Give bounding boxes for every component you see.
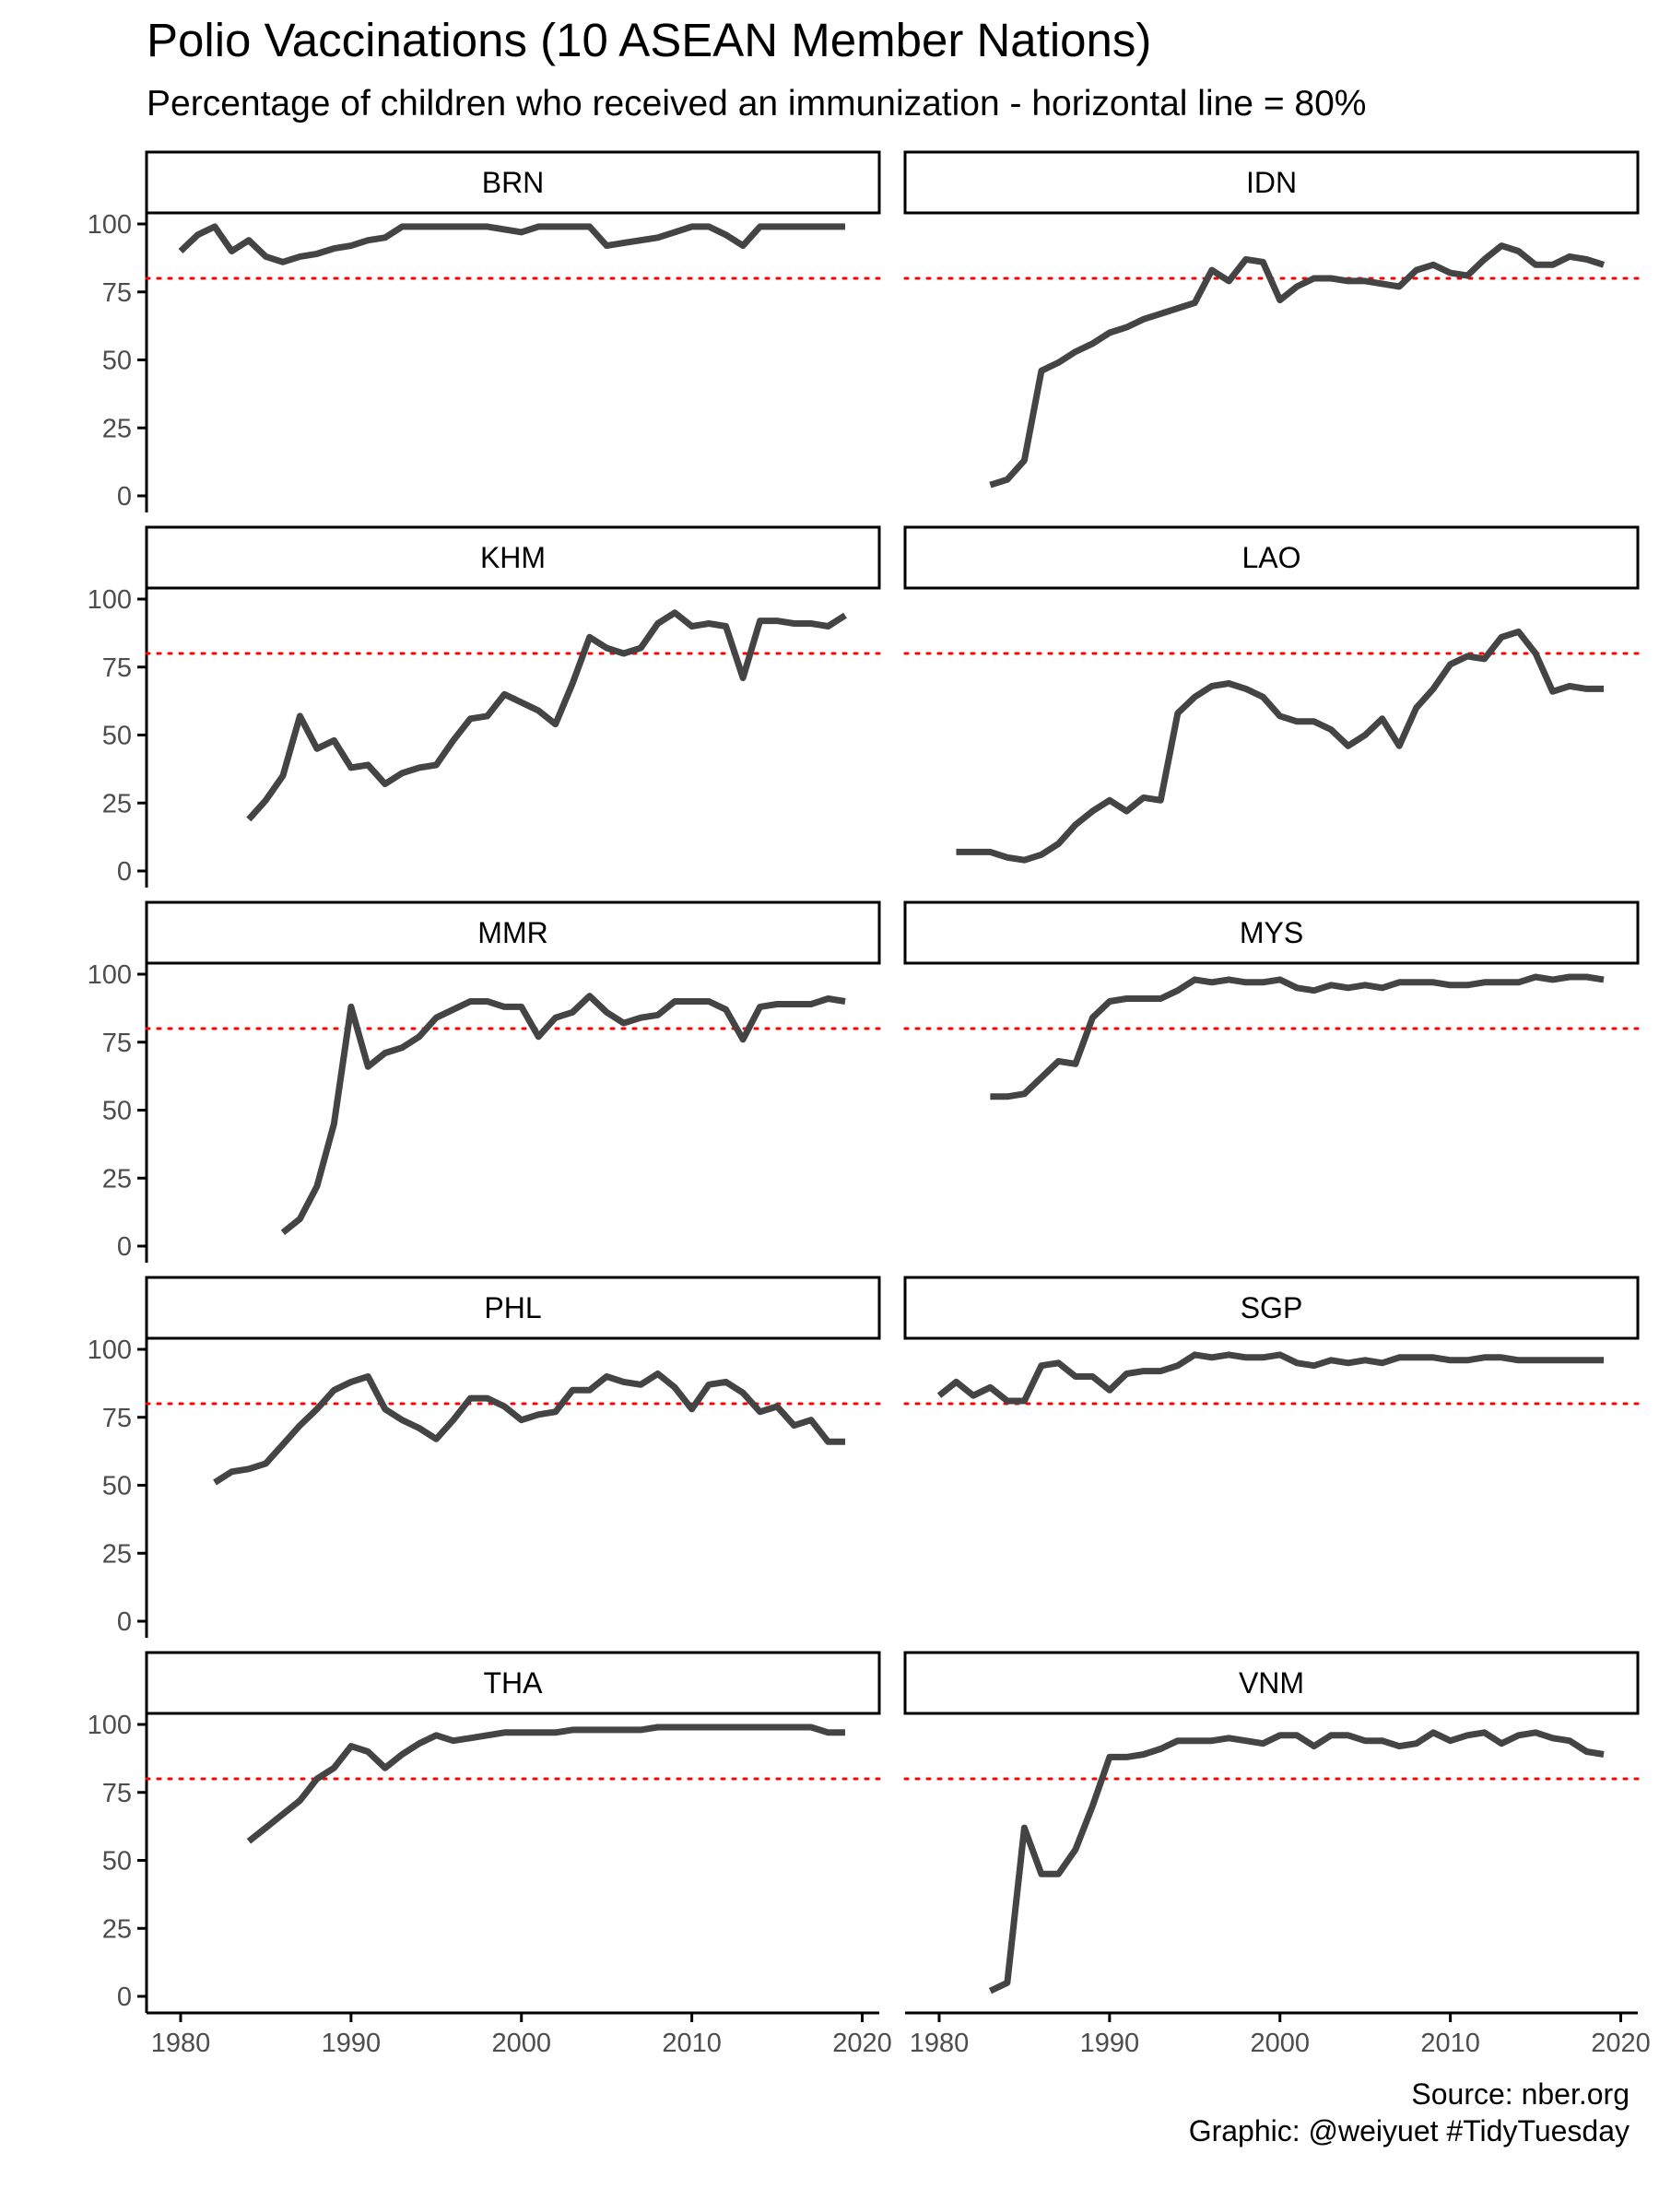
series-line-mys [990, 973, 1605, 1100]
strip-mmr [145, 900, 881, 965]
strip-sgp [903, 1276, 1640, 1340]
chart-subtitle: Percentage of children who received an i… [147, 84, 1367, 124]
series-line-tha [246, 1724, 845, 1844]
series-line-vnm [988, 1729, 1605, 1994]
x-tick-label-tha-2000: 2000 [491, 2029, 551, 2058]
y-tick-label-khm-75: 75 [102, 653, 132, 683]
series-line-phl [213, 1371, 845, 1486]
x-tick-label-vnm-1990: 1990 [1080, 2029, 1140, 2058]
strip-label-sgp: SGP [1241, 1291, 1303, 1324]
strip-label-phl: PHL [484, 1291, 541, 1324]
y-tick-label-mmr-100: 100 [88, 960, 132, 990]
panel-lao: LAO [903, 525, 1640, 864]
strip-label-brn: BRN [482, 166, 545, 199]
x-tick-label-tha-1980: 1980 [151, 2029, 211, 2058]
panel-idn: IDN [903, 150, 1640, 488]
x-tick-label-vnm-2020: 2020 [1591, 2029, 1651, 2058]
chart-title: Polio Vaccinations (10 ASEAN Member Nati… [147, 14, 1152, 66]
strip-idn [903, 150, 1640, 215]
caption-source: Source: nber.org [1411, 2077, 1630, 2111]
y-tick-label-phl-25: 25 [102, 1539, 132, 1569]
x-tick-label-vnm-1980: 1980 [910, 2029, 970, 2058]
panel-vnm: VNM 1980 1990 2000 2010 2020 [903, 1651, 1651, 2058]
y-tick-label-mmr-50: 50 [102, 1097, 132, 1126]
x-tick-label-tha-1990: 1990 [322, 2029, 382, 2058]
panel-brn: BRN 0 25 50 75 100 [88, 150, 881, 512]
strip-vnm [903, 1651, 1640, 1715]
x-tick-label-tha-2010: 2010 [662, 2029, 722, 2058]
x-tick-label-tha-2020: 2020 [832, 2029, 892, 2058]
series-line-khm [246, 609, 847, 822]
panel-mys: MYS [903, 900, 1640, 1100]
x-tick-label-vnm-2000: 2000 [1250, 2029, 1310, 2058]
series-line-mmr [280, 993, 846, 1236]
x-tick-label-vnm-2010: 2010 [1420, 2029, 1480, 2058]
panel-khm: KHM 0 25 50 75 100 [88, 525, 881, 888]
strip-mys [903, 900, 1640, 965]
y-tick-label-phl-100: 100 [88, 1335, 132, 1365]
y-tick-label-khm-100: 100 [88, 585, 132, 615]
y-tick-label-khm-0: 0 [117, 857, 132, 887]
panel-sgp: SGP [903, 1276, 1640, 1406]
strip-label-idn: IDN [1246, 166, 1297, 199]
strip-tha [145, 1651, 881, 1715]
y-tick-label-brn-100: 100 [88, 210, 132, 240]
strip-label-lao: LAO [1241, 541, 1300, 574]
strip-brn [145, 150, 881, 215]
strip-phl [145, 1276, 881, 1340]
y-tick-label-tha-50: 50 [102, 1847, 132, 1877]
series-line-sgp [936, 1351, 1604, 1405]
y-tick-label-brn-25: 25 [102, 414, 132, 443]
series-line-idn [989, 242, 1606, 488]
strip-label-mmr: MMR [477, 916, 547, 949]
caption: Source: nber.org Graphic: @weiyuet #Tidy… [1189, 2076, 1630, 2149]
panel-mmr: MMR 0 25 50 75 100 [88, 900, 881, 1263]
panel-phl: PHL 0 25 50 75 100 [88, 1276, 881, 1638]
y-tick-label-phl-50: 50 [102, 1472, 132, 1501]
caption-credit: Graphic: @weiyuet #TidyTuesday [1188, 2114, 1630, 2147]
strip-label-vnm: VNM [1239, 1666, 1304, 1700]
series-line-lao [956, 628, 1604, 864]
strip-lao [903, 525, 1640, 590]
y-tick-label-brn-50: 50 [102, 347, 132, 376]
y-tick-label-phl-75: 75 [102, 1404, 132, 1433]
strip-khm [145, 525, 881, 590]
y-tick-label-mmr-0: 0 [117, 1232, 132, 1262]
y-tick-label-mmr-75: 75 [102, 1029, 132, 1058]
y-tick-label-mmr-25: 25 [102, 1164, 132, 1194]
y-tick-label-khm-25: 25 [102, 789, 132, 818]
strip-label-tha: THA [484, 1666, 544, 1700]
y-tick-label-tha-75: 75 [102, 1779, 132, 1808]
y-tick-label-brn-0: 0 [117, 482, 132, 512]
panel-tha: THA 0 25 50 75 100 1980 1990 2000 2010 2020 [88, 1651, 892, 2058]
strip-label-khm: KHM [480, 541, 546, 574]
y-tick-label-tha-25: 25 [102, 1914, 132, 1944]
y-tick-label-phl-0: 0 [117, 1607, 132, 1637]
y-tick-label-brn-75: 75 [102, 278, 132, 308]
y-tick-label-tha-100: 100 [88, 1711, 132, 1740]
y-tick-label-khm-50: 50 [102, 722, 132, 751]
y-tick-label-tha-0: 0 [117, 1983, 132, 2012]
strip-label-mys: MYS [1240, 916, 1303, 949]
series-line-brn [178, 223, 845, 265]
